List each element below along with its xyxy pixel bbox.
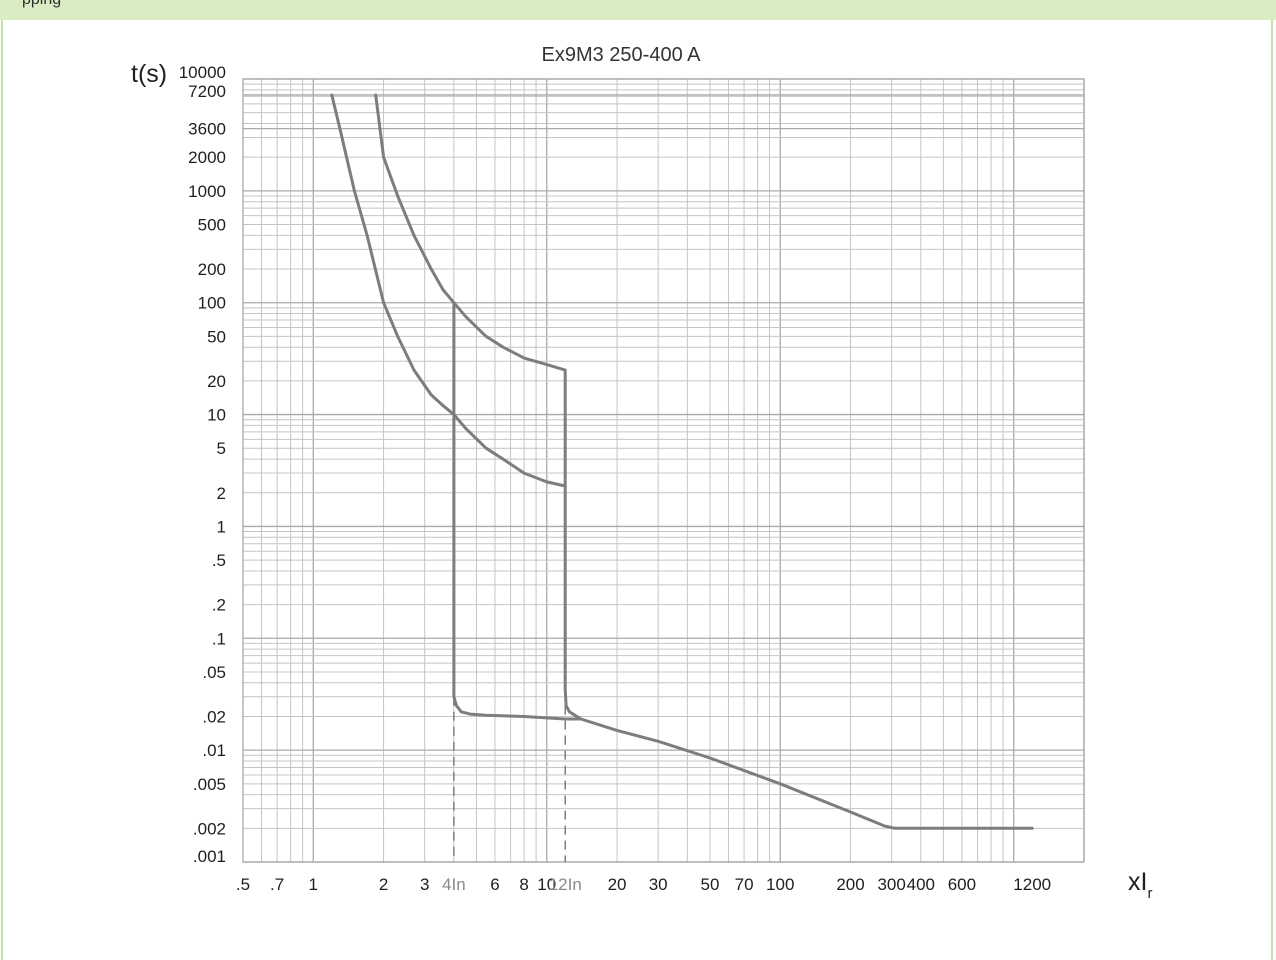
y-tick-label: .005 <box>193 775 226 794</box>
x-tick-label: .7 <box>270 875 284 894</box>
y-tick-label: 100 <box>198 294 226 313</box>
y-tick-label: .001 <box>193 847 226 866</box>
y-tick-label: 1000 <box>188 182 226 201</box>
y-tick-label: 7200 <box>188 82 226 101</box>
chart-title: Ex9M3 250-400 A <box>542 44 702 66</box>
x-tick-label: 1200 <box>1013 875 1051 894</box>
x-tick-label: 20 <box>608 875 627 894</box>
x-tick-label: 50 <box>700 875 719 894</box>
x-axis-label-subscript: r <box>1147 885 1152 902</box>
x-tick-label: 8 <box>519 875 528 894</box>
trip-curve-2 <box>330 93 567 488</box>
y-tick-label: .01 <box>202 741 226 760</box>
x-tick-label: 400 <box>907 875 935 894</box>
x-tick-label: 12In <box>549 875 582 894</box>
trip-curve-1 <box>374 93 1034 830</box>
y-tick-label: 20 <box>207 372 226 391</box>
y-tick-label: .5 <box>212 551 226 570</box>
y-tick-label: 50 <box>207 327 226 346</box>
y-tick-label: 500 <box>198 216 226 235</box>
header-bar: pping <box>0 0 1276 20</box>
x-tick-label: 200 <box>836 875 864 894</box>
x-tick-label: .5 <box>236 875 250 894</box>
y-tick-label: 3600 <box>188 120 226 139</box>
x-tick-label: 6 <box>490 875 499 894</box>
y-tick-label: 5 <box>217 439 226 458</box>
x-tick-label: 4In <box>442 875 466 894</box>
y-tick-label: .05 <box>202 663 226 682</box>
y-tick-label: .02 <box>202 707 226 726</box>
y-axis-label: t(s) <box>131 60 167 88</box>
y-tick-label: .2 <box>212 596 226 615</box>
x-tick-label: 1 <box>309 875 318 894</box>
x-tick-label: 2 <box>379 875 388 894</box>
y-tick-label: 2 <box>217 484 226 503</box>
y-tick-label: .1 <box>212 629 226 648</box>
trip-curve-3 <box>452 301 583 721</box>
y-tick-label: 10 <box>207 406 226 425</box>
x-axis-label: xIr <box>1128 868 1152 902</box>
x-tick-label: 600 <box>948 875 976 894</box>
y-tick-label: 2000 <box>188 148 226 167</box>
x-tick-label: 3 <box>420 875 429 894</box>
chart-panel <box>1 20 1273 960</box>
x-tick-label: 300 <box>877 875 905 894</box>
x-axis-label-main: xI <box>1128 868 1147 896</box>
plot-border <box>242 78 1085 863</box>
x-tick-label: 100 <box>766 875 794 894</box>
x-tick-label: 30 <box>649 875 668 894</box>
header-text: pping <box>22 0 61 9</box>
y-tick-label: 200 <box>198 260 226 279</box>
curves <box>330 93 1034 862</box>
y-tick-label: 10000 <box>179 63 226 82</box>
x-tick-label: 10 <box>537 875 556 894</box>
y-tick-label: 1 <box>217 517 226 536</box>
x-tick-label: 70 <box>735 875 754 894</box>
y-tick-label: .002 <box>193 819 226 838</box>
